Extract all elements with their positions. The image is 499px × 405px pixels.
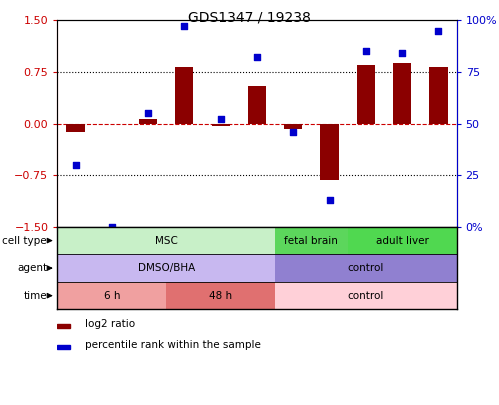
Text: control: control bbox=[348, 291, 384, 301]
Bar bbox=[66, 124, 85, 132]
Point bbox=[325, 197, 333, 203]
Point bbox=[181, 23, 189, 30]
Bar bbox=[57, 282, 166, 309]
Text: percentile rank within the sample: percentile rank within the sample bbox=[85, 340, 261, 350]
Point bbox=[289, 128, 297, 135]
Point bbox=[362, 48, 370, 55]
Text: fetal brain: fetal brain bbox=[284, 236, 338, 245]
Text: agent: agent bbox=[17, 263, 47, 273]
Bar bbox=[212, 124, 230, 126]
Point bbox=[71, 162, 79, 168]
Bar bbox=[275, 282, 457, 309]
Bar bbox=[284, 124, 302, 129]
Text: 6 h: 6 h bbox=[104, 291, 120, 301]
Text: log2 ratio: log2 ratio bbox=[85, 319, 135, 329]
Point bbox=[217, 116, 225, 123]
Bar bbox=[57, 254, 275, 282]
Point bbox=[108, 224, 116, 230]
Text: GDS1347 / 19238: GDS1347 / 19238 bbox=[188, 10, 311, 24]
Bar bbox=[139, 119, 157, 124]
Point bbox=[398, 50, 406, 57]
Text: cell type: cell type bbox=[2, 236, 47, 245]
Bar bbox=[175, 67, 194, 124]
Bar bbox=[57, 324, 70, 328]
Bar bbox=[393, 63, 411, 124]
Text: 48 h: 48 h bbox=[209, 291, 232, 301]
Text: adult liver: adult liver bbox=[376, 236, 429, 245]
Bar bbox=[275, 227, 348, 254]
Bar bbox=[248, 85, 266, 124]
Bar bbox=[348, 227, 457, 254]
Bar bbox=[275, 254, 457, 282]
Bar bbox=[429, 67, 448, 124]
Bar bbox=[357, 65, 375, 124]
Bar bbox=[57, 227, 275, 254]
Bar bbox=[57, 345, 70, 349]
Point bbox=[435, 28, 443, 34]
Text: DMSO/BHA: DMSO/BHA bbox=[138, 263, 195, 273]
Text: time: time bbox=[23, 291, 47, 301]
Point bbox=[144, 110, 152, 117]
Text: control: control bbox=[348, 263, 384, 273]
Point bbox=[253, 54, 261, 61]
Bar bbox=[320, 124, 339, 180]
Text: MSC: MSC bbox=[155, 236, 178, 245]
Bar bbox=[166, 282, 275, 309]
